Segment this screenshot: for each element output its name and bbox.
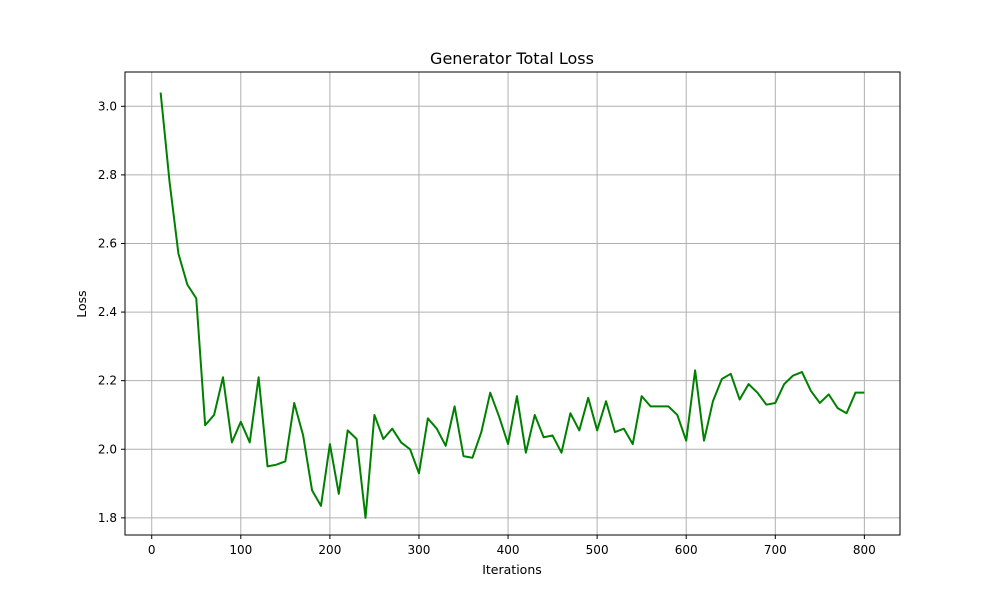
- x-tick-label: 800: [853, 543, 876, 557]
- y-tick-label: 3.0: [98, 99, 117, 113]
- x-tick-label: 400: [497, 543, 520, 557]
- y-tick-label: 2.8: [98, 168, 117, 182]
- x-tick-label: 700: [764, 543, 787, 557]
- x-tick-label: 600: [675, 543, 698, 557]
- grid: [125, 72, 900, 535]
- x-tick-label: 500: [586, 543, 609, 557]
- x-axis-label: Iterations: [482, 562, 542, 577]
- y-tick-label: 2.2: [98, 374, 117, 388]
- x-tick-label: 300: [408, 543, 431, 557]
- x-tick-label: 0: [148, 543, 156, 557]
- y-axis-label: Loss: [74, 290, 89, 317]
- y-tick-label: 2.6: [98, 236, 117, 250]
- series-layer: [159, 92, 865, 519]
- chart-title: Generator Total Loss: [430, 49, 594, 68]
- y-tick-label: 2.0: [98, 442, 117, 456]
- x-tick-label: 200: [318, 543, 341, 557]
- axis-ticks: 0 100 200 300 400 500 600 700 800 1.8 2.0 2.2 2.4 2.6…: [98, 99, 876, 557]
- plot-frame: [124, 71, 901, 536]
- loss-line: [159, 92, 865, 519]
- x-tick-label: 100: [229, 543, 252, 557]
- y-tick-label: 2.4: [98, 305, 117, 319]
- y-tick-label: 1.8: [98, 511, 117, 525]
